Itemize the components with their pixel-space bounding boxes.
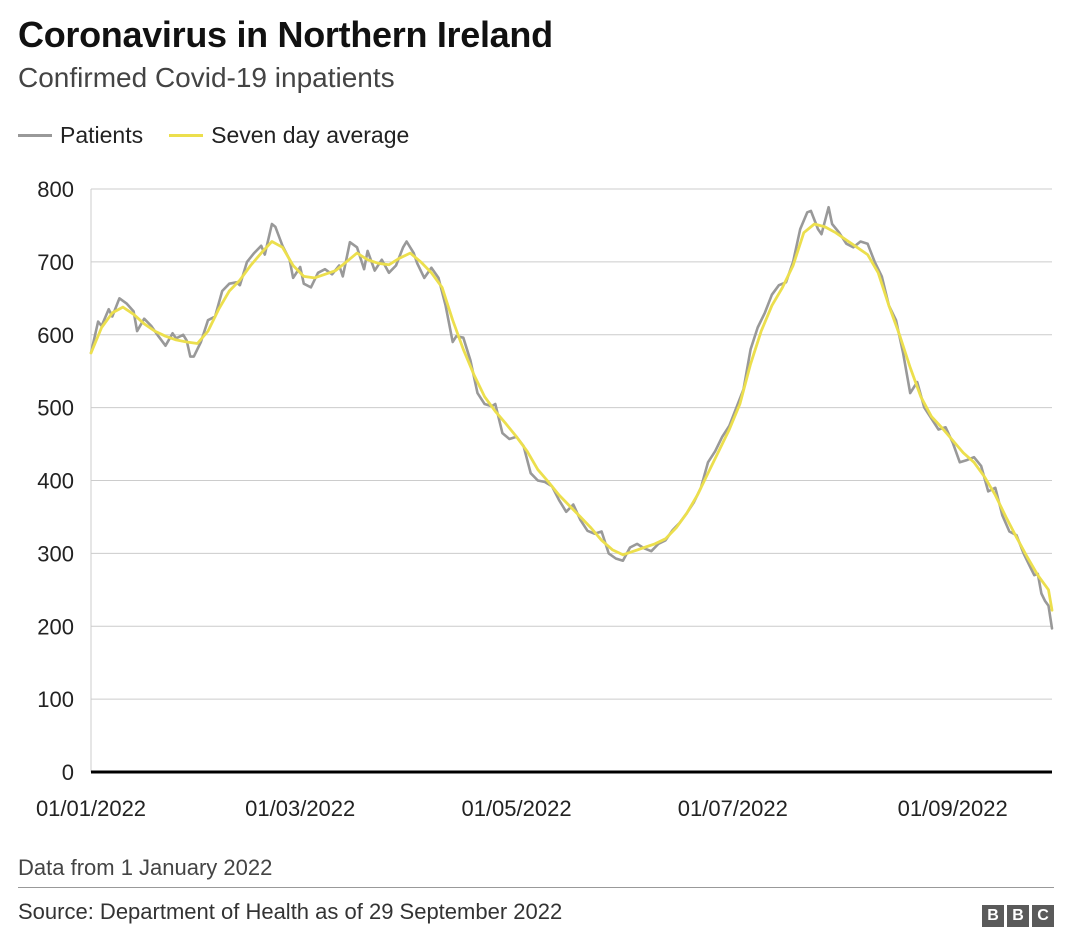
x-tick-label: 01/03/2022 <box>245 796 355 821</box>
y-tick-label: 600 <box>37 323 74 348</box>
series-line-patients <box>89 205 1054 630</box>
x-tick-label: 01/01/2022 <box>36 796 146 821</box>
line-chart: 0 100 200 300 400 500 600 700 800 01/01/2022 01/03… <box>36 177 1054 821</box>
bbc-logo: B B C <box>982 905 1054 927</box>
source-note: Source: Department of Health as of 29 Se… <box>18 899 563 924</box>
series-line-seven-day-average <box>89 222 1054 612</box>
x-tick-label: 01/07/2022 <box>678 796 788 821</box>
chart-title: Coronavirus in Northern Ireland <box>18 14 553 55</box>
y-tick-label: 500 <box>37 396 74 421</box>
y-tick-label: 800 <box>37 177 74 202</box>
chart-subtitle: Confirmed Covid-19 inpatients <box>18 62 395 93</box>
legend-item-patients: Patients <box>18 122 143 149</box>
bbc-logo-letter: B <box>982 905 1004 927</box>
y-tick-label: 100 <box>37 687 74 712</box>
y-tick-label: 200 <box>37 614 74 639</box>
y-tick-label: 300 <box>37 541 74 566</box>
bbc-logo-letter: C <box>1032 905 1054 927</box>
legend-label-patients: Patients <box>60 122 144 148</box>
y-tick-label: 400 <box>37 469 74 494</box>
bbc-logo-letter: B <box>1007 905 1029 927</box>
legend-swatch-patients <box>18 134 52 137</box>
legend-swatch-seven-day-average <box>169 134 204 137</box>
y-tick-label: 0 <box>62 760 74 785</box>
x-tick-label: 01/05/2022 <box>461 796 571 821</box>
chart-legend: Patients Seven day average <box>18 122 435 149</box>
footer-divider <box>18 887 1054 888</box>
y-tick-label: 700 <box>37 250 74 275</box>
legend-item-seven-day-average: Seven day average <box>169 122 409 149</box>
legend-label-seven-day-average: Seven day average <box>211 122 410 148</box>
x-tick-label: 01/09/2022 <box>898 796 1008 821</box>
footnote: Data from 1 January 2022 <box>18 855 273 880</box>
